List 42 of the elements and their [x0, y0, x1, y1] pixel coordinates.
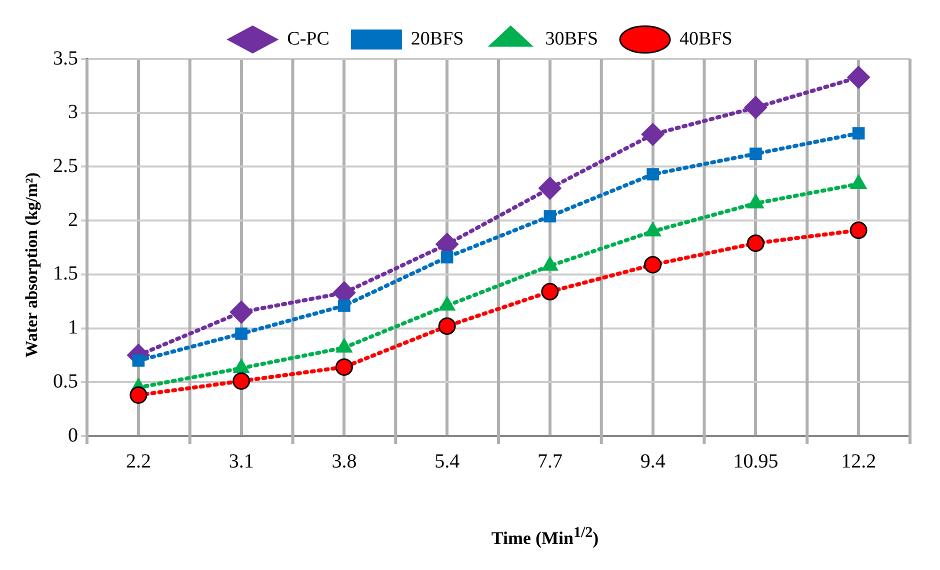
- point: [744, 96, 768, 119]
- x-tick-label: 3.1: [228, 450, 254, 472]
- point: [438, 317, 456, 335]
- point: [335, 358, 353, 376]
- legend-label: 40BFS: [680, 28, 732, 50]
- point: [440, 251, 454, 264]
- legend-label: 20BFS: [410, 28, 464, 50]
- x-tick-label: 2.2: [126, 450, 151, 472]
- x-tick-label: 5.4: [434, 450, 460, 472]
- x-tick-label: 12.2: [841, 450, 876, 472]
- point: [644, 256, 662, 274]
- point: [646, 168, 659, 180]
- y-tick-label: 3: [68, 101, 78, 124]
- point: [232, 372, 250, 390]
- legend-label: C-PC: [287, 28, 330, 50]
- point: [541, 282, 559, 300]
- point: [750, 148, 762, 160]
- y-tick-label: 1: [68, 316, 78, 339]
- point: [538, 176, 562, 200]
- x-tick-label: 7.7: [537, 450, 562, 472]
- y-tick-label: 3.5: [53, 47, 78, 70]
- y-tick-label: 0: [68, 424, 78, 446]
- y-tick-label: 0.5: [53, 370, 78, 392]
- point: [338, 300, 350, 312]
- point: [852, 127, 865, 140]
- point: [235, 328, 248, 340]
- y-axis-title: Water absorption (kg/m²): [22, 171, 42, 360]
- y-tick-label: 1.5: [53, 262, 78, 285]
- x-tick-label: 9.4: [640, 450, 666, 472]
- x-axis-title: Time (Min$^{1/2}$): [490, 525, 600, 549]
- x-tick-label: 10.95: [733, 450, 778, 472]
- point: [130, 386, 148, 404]
- point: [850, 222, 868, 240]
- y-tick-label: 2.5: [53, 154, 78, 177]
- legend-label: 30BFS: [545, 28, 598, 50]
- point: [544, 210, 556, 222]
- x-tick-label: 3.8: [332, 450, 357, 472]
- point: [230, 300, 253, 324]
- point: [641, 122, 664, 146]
- point: [746, 234, 764, 252]
- y-tick-label: 2: [68, 208, 78, 231]
- point: [847, 66, 870, 89]
